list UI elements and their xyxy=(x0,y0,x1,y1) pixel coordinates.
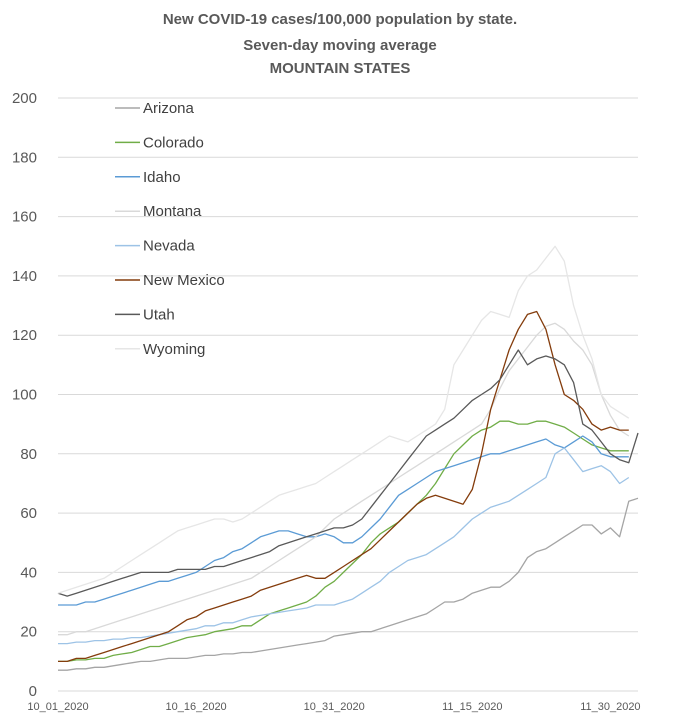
x-tick-label: 10_16_2020 xyxy=(166,701,227,713)
y-tick-label: 60 xyxy=(20,505,37,522)
x-axis-ticks: 10_01_2020 10_16_2020 10_31_2020 11_15_2020… xyxy=(27,701,640,713)
x-tick-label: 11_15_2020 xyxy=(442,701,502,713)
series-line-colorado xyxy=(58,420,629,663)
legend-label-nevada: Nevada xyxy=(143,238,195,255)
legend-label-arizona: Arizona xyxy=(143,100,195,117)
y-tick-label: 100 xyxy=(12,387,37,404)
x-tick-label: 11_30_2020 xyxy=(580,701,640,713)
y-tick-label: 160 xyxy=(12,209,37,226)
chart-subtitle: Seven-day moving average xyxy=(243,37,436,54)
series-line-arizona xyxy=(58,497,639,671)
series-line-idaho xyxy=(58,435,629,606)
y-tick-label: 40 xyxy=(20,564,37,581)
legend-label-idaho: Idaho xyxy=(143,169,181,186)
y-tick-label: 120 xyxy=(12,327,37,344)
x-tick-label: 10_31_2020 xyxy=(304,701,365,713)
series-line-montana xyxy=(58,322,630,636)
legend-label-montana: Montana xyxy=(143,203,202,220)
y-tick-label: 200 xyxy=(12,90,37,107)
series-line-utah xyxy=(57,349,639,597)
chart-title: New COVID-19 cases/100,000 population by… xyxy=(163,11,517,28)
y-tick-label: 20 xyxy=(20,624,37,641)
x-tick-label: 10_01_2020 xyxy=(27,701,88,713)
series-line-new-mexico xyxy=(58,310,629,663)
legend-label-utah: Utah xyxy=(143,306,175,323)
series-lines xyxy=(57,245,639,671)
chart-subtitle-region: MOUNTAIN STATES xyxy=(270,60,411,77)
series-line-nevada xyxy=(58,447,630,645)
y-tick-label: 0 xyxy=(29,683,37,700)
legend-label-colorado: Colorado xyxy=(143,134,204,151)
y-tick-label: 140 xyxy=(12,268,37,285)
series-line-wyoming xyxy=(57,245,630,594)
y-tick-label: 80 xyxy=(20,446,37,463)
legend-label-new-mexico: New Mexico xyxy=(143,272,225,289)
y-tick-label: 180 xyxy=(12,149,37,166)
legend-label-wyoming: Wyoming xyxy=(143,341,205,358)
legend: Arizona Colorado Idaho Montana Nevada New Mex… xyxy=(115,100,225,358)
y-axis-ticks: 0 20 40 60 80 100 120 140 160 180 200 xyxy=(12,90,37,700)
